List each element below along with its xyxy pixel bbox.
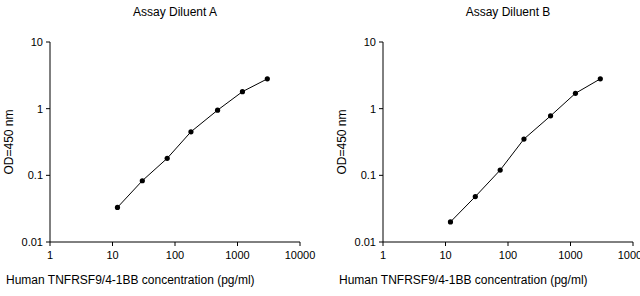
marker (448, 219, 453, 224)
chart: Assay Diluent A Human TNFRSF9/4-1BB conce… (2, 5, 315, 287)
x-tick (633, 242, 634, 246)
title: Assay Diluent A (133, 5, 217, 19)
x-axis-label: Human TNFRSF9/4-1BB concentration (pg/ml… (6, 273, 255, 287)
marker (573, 91, 578, 96)
marker (521, 136, 526, 141)
y-tick-label: 0.01 (355, 236, 376, 248)
plot-area (115, 76, 270, 210)
y-tick (46, 175, 50, 176)
x-tick (175, 242, 176, 246)
x-tick (508, 242, 509, 246)
figure: Assay Diluent A Human TNFRSF9/4-1BB conce… (0, 0, 640, 296)
x-tick (383, 242, 384, 246)
x-tick-label: 10 (106, 249, 118, 261)
y-tick (379, 242, 383, 243)
y-tick-label: 0.1 (361, 169, 376, 181)
x-tick-label: 10 (439, 249, 451, 261)
x-tick (112, 242, 113, 246)
marker (140, 178, 145, 183)
x-tick-label: 10000 (618, 249, 640, 261)
x-tick-label: 1 (380, 249, 386, 261)
y-tick-label: 0.1 (28, 169, 43, 181)
y-tick-label: 1 (370, 103, 376, 115)
y-axis (50, 42, 51, 242)
y-tick (379, 42, 383, 43)
x-tick-label: 100 (166, 249, 184, 261)
marker (548, 113, 553, 118)
marker (188, 129, 193, 134)
x-tick-label: 10000 (285, 249, 316, 261)
x-tick (445, 242, 446, 246)
title: Assay Diluent B (466, 5, 551, 19)
y-tick (46, 42, 50, 43)
y-tick (379, 175, 383, 176)
x-tick (50, 242, 51, 246)
y-tick (46, 242, 50, 243)
marker (473, 194, 478, 199)
x-tick (300, 242, 301, 246)
plot-area (448, 76, 603, 224)
y-axis (383, 42, 384, 242)
marker (598, 76, 603, 81)
x-tick-label: 1000 (558, 249, 582, 261)
y-tick-label: 10 (31, 36, 43, 48)
marker (240, 89, 245, 94)
marker (165, 156, 170, 161)
line (450, 79, 600, 222)
x-tick-label: 100 (499, 249, 517, 261)
chart: Assay Diluent B Human TNFRSF9/4-1BB conce… (335, 5, 640, 287)
y-axis-label: OD=450 nm (335, 109, 349, 174)
x-axis-label: Human TNFRSF9/4-1BB concentration (pg/ml… (339, 273, 588, 287)
marker (215, 108, 220, 113)
y-tick (46, 108, 50, 109)
x-tick-label: 1000 (225, 249, 249, 261)
marker (115, 205, 120, 210)
marker (498, 167, 503, 172)
x-tick-label: 1 (47, 249, 53, 261)
x-tick (570, 242, 571, 246)
y-axis-label: OD=450 nm (2, 109, 16, 174)
y-tick-label: 0.01 (22, 236, 43, 248)
y-tick-label: 10 (364, 36, 376, 48)
y-tick-label: 1 (37, 103, 43, 115)
y-tick (379, 108, 383, 109)
x-tick (237, 242, 238, 246)
line (117, 79, 267, 208)
marker (265, 76, 270, 81)
